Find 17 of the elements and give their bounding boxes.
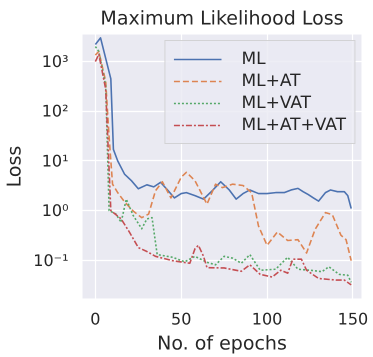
y-tick-label: 10⁰	[42, 201, 69, 220]
x-tick-label: 150	[338, 310, 368, 328]
legend-label: ML+AT+VAT	[241, 115, 346, 135]
chart-title: Maximum Likelihood Loss	[100, 8, 344, 30]
legend-label: ML	[241, 49, 266, 69]
legend-label: ML+AT	[241, 71, 301, 91]
y-axis-title: Loss	[3, 146, 26, 188]
line-series	[94, 37, 352, 210]
y-tick-label: 10³	[42, 52, 69, 72]
x-tick-label: 0	[90, 310, 100, 328]
legend-label: ML+VAT	[241, 93, 312, 113]
x-tick-label: 100	[252, 310, 282, 328]
y-tick-label: 10²	[42, 102, 69, 121]
x-tick-label: 50	[171, 310, 192, 328]
y-tick-label: 10⁻¹	[33, 250, 68, 270]
x-axis-title: No. of epochs	[157, 332, 287, 354]
y-tick-label: 10¹	[42, 151, 69, 170]
